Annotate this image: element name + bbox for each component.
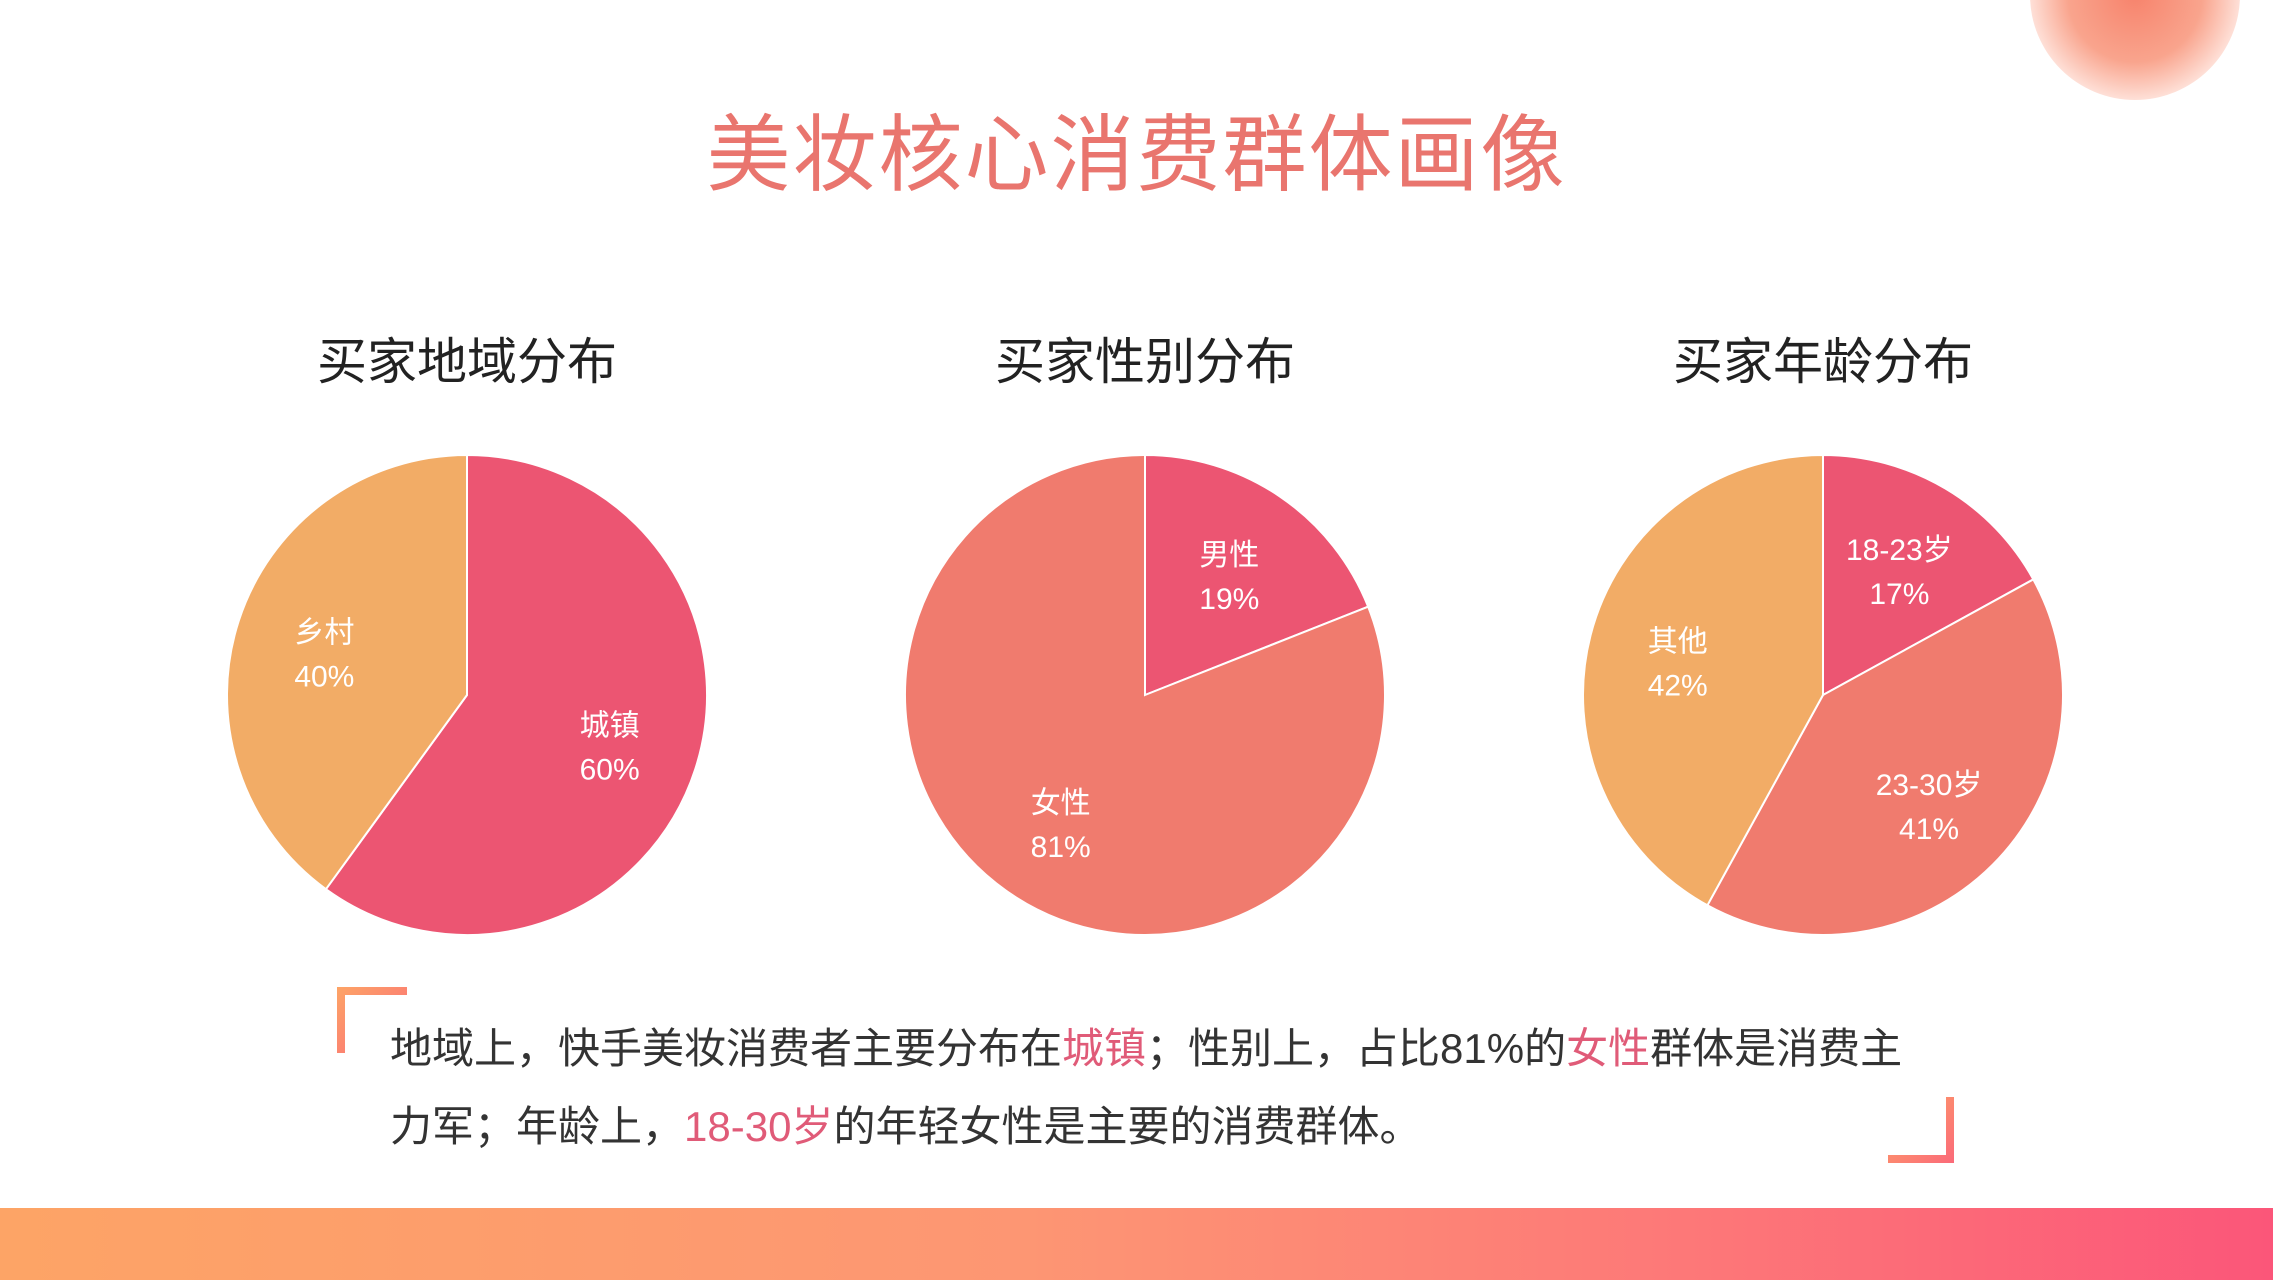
highlight-female: 女性 — [1566, 1025, 1651, 1072]
highlight-age: 18-30岁 — [684, 1103, 834, 1150]
slice-value-1: 41% — [1899, 813, 1959, 846]
summary-part-3: 群体是消费主力军；年龄上， — [390, 1025, 1903, 1150]
bracket-bottom-right — [1888, 1097, 1954, 1163]
summary-text: 地域上，快手美妆消费者主要分布在城镇；性别上，占比81%的女性群体是消费主力军；… — [390, 1010, 1930, 1166]
summary-part-2: ；性别上，占比81%的 — [1146, 1025, 1567, 1072]
slice-label-2: 其他 — [1648, 626, 1708, 659]
pie-slice-0 — [1822, 453, 2035, 697]
slice-value-2: 42% — [1648, 670, 1708, 703]
slice-value-0: 60% — [580, 753, 640, 786]
slice-value-1: 40% — [294, 661, 354, 694]
page-title: 美妆核心消费群体画像 — [706, 108, 1567, 202]
bottom-gradient-bar — [0, 1208, 2273, 1280]
decorative-blob — [2030, 0, 2240, 100]
slice-value-1: 81% — [1031, 831, 1091, 864]
slice-label-1: 女性 — [1031, 787, 1091, 820]
bracket-top-left — [337, 987, 407, 1053]
pie-slice-0 — [324, 453, 708, 936]
gender-pie-chart: 男性 19% 女性 81% — [904, 453, 1386, 936]
slice-label-1: 23-30岁 — [1876, 769, 1983, 802]
chart-title-gender: 买家性别分布 — [995, 334, 1295, 390]
region-pie-chart: 城镇 60% 乡村 40% — [226, 453, 708, 936]
pie-slice-1 — [226, 453, 468, 891]
pie-slice-1 — [904, 453, 1386, 936]
highlight-town: 城镇 — [1062, 1025, 1147, 1072]
summary-part-1: 地域上，快手美妆消费者主要分布在 — [390, 1025, 1063, 1072]
slice-label-1: 乡村 — [294, 617, 354, 650]
slice-label-0: 男性 — [1199, 539, 1259, 572]
summary-part-4: 的年轻女性是主要的消费群体。 — [833, 1103, 1422, 1150]
slice-label-0: 城镇 — [580, 709, 640, 742]
age-pie-chart: 18-23岁 17% 23-30岁 41% 其他 42% — [1582, 453, 2064, 936]
pie-slice-1 — [1706, 578, 2064, 936]
chart-title-region: 买家地域分布 — [317, 334, 617, 390]
chart-title-age: 买家年龄分布 — [1673, 334, 1973, 390]
slice-value-0: 17% — [1869, 578, 1929, 611]
slice-label-0: 18-23岁 — [1846, 534, 1953, 567]
slice-value-0: 19% — [1199, 583, 1259, 616]
pie-slice-0 — [1144, 453, 1370, 697]
pie-slice-2 — [1582, 453, 1824, 907]
